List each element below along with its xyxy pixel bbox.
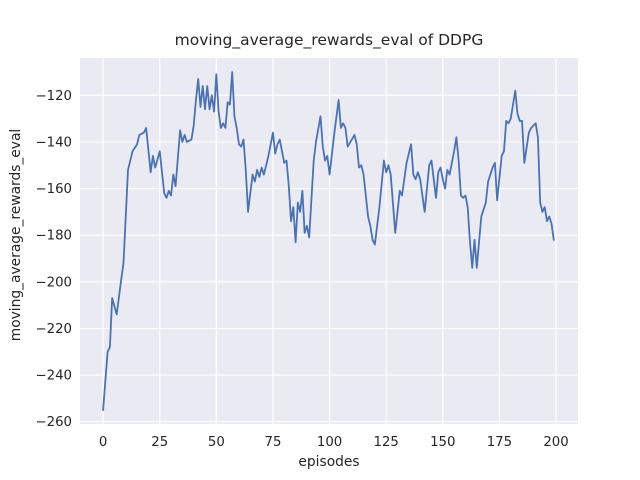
y-tick-label: −180 xyxy=(35,229,72,244)
x-tick-label: 100 xyxy=(317,435,342,450)
x-tick-label: 175 xyxy=(487,435,512,450)
x-tick-label: 75 xyxy=(264,435,281,450)
chart-title: moving_average_rewards_eval of DDPG xyxy=(175,31,484,50)
x-tick-label: 50 xyxy=(208,435,225,450)
x-tick-label: 150 xyxy=(430,435,455,450)
x-tick-label: 125 xyxy=(373,435,398,450)
y-tick-label: −160 xyxy=(35,182,72,197)
y-tick-label: −260 xyxy=(35,415,72,430)
y-tick-label: −120 xyxy=(35,89,72,104)
x-tick-label: 25 xyxy=(151,435,168,450)
y-tick-label: −240 xyxy=(35,369,72,384)
y-tick-label: −220 xyxy=(35,322,72,337)
y-tick-label: −200 xyxy=(35,275,72,290)
series-line xyxy=(102,71,555,411)
y-axis-label: moving_average_rewards_eval xyxy=(8,129,24,341)
x-tick-label: 0 xyxy=(99,435,107,450)
x-axis-label: episodes xyxy=(298,454,359,470)
x-tick-label: 200 xyxy=(543,435,568,450)
y-tick-label: −140 xyxy=(35,135,72,150)
